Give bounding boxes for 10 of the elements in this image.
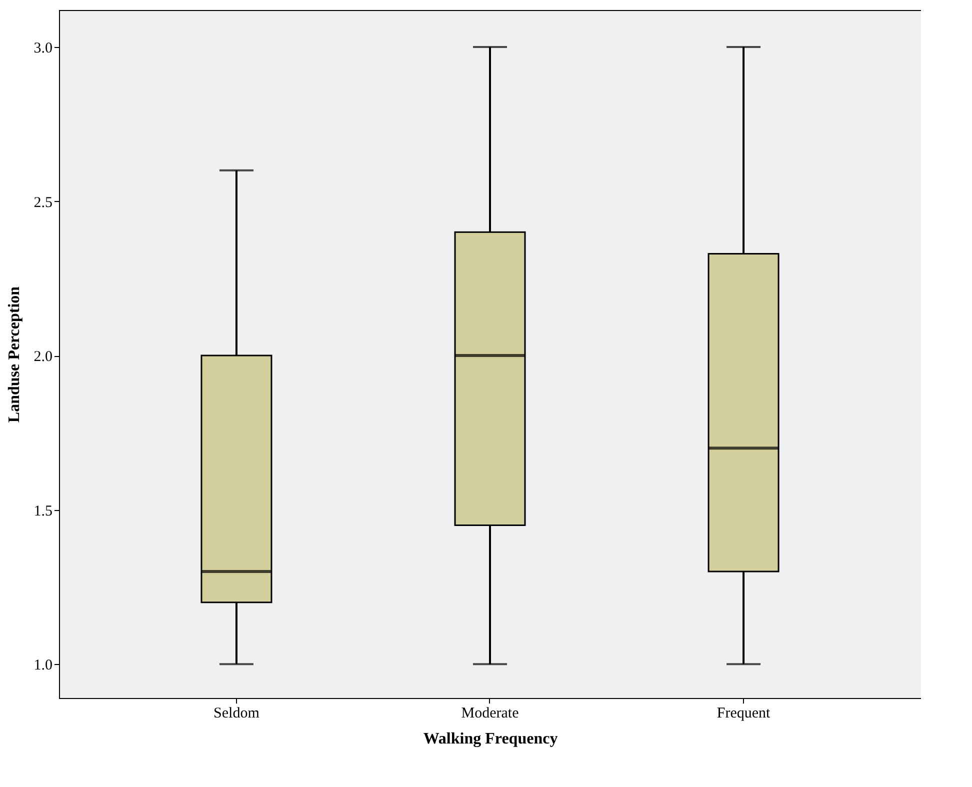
y-tick-label: 1.5 <box>34 503 52 520</box>
y-tick-label: 2.5 <box>34 194 52 211</box>
y-tick-label: 2.0 <box>34 349 52 366</box>
x-tick-label: Moderate <box>461 706 520 722</box>
x-tick-label: Frequent <box>716 706 772 722</box>
x-tick-label: Seldom <box>214 706 260 722</box>
y-tick-label: 1.0 <box>34 658 52 674</box>
y-tick-label: 3.0 <box>34 40 52 57</box>
x-axis-title: Walking Frequency <box>423 730 558 748</box>
y-axis-title: Landuse Perception <box>6 286 23 423</box>
